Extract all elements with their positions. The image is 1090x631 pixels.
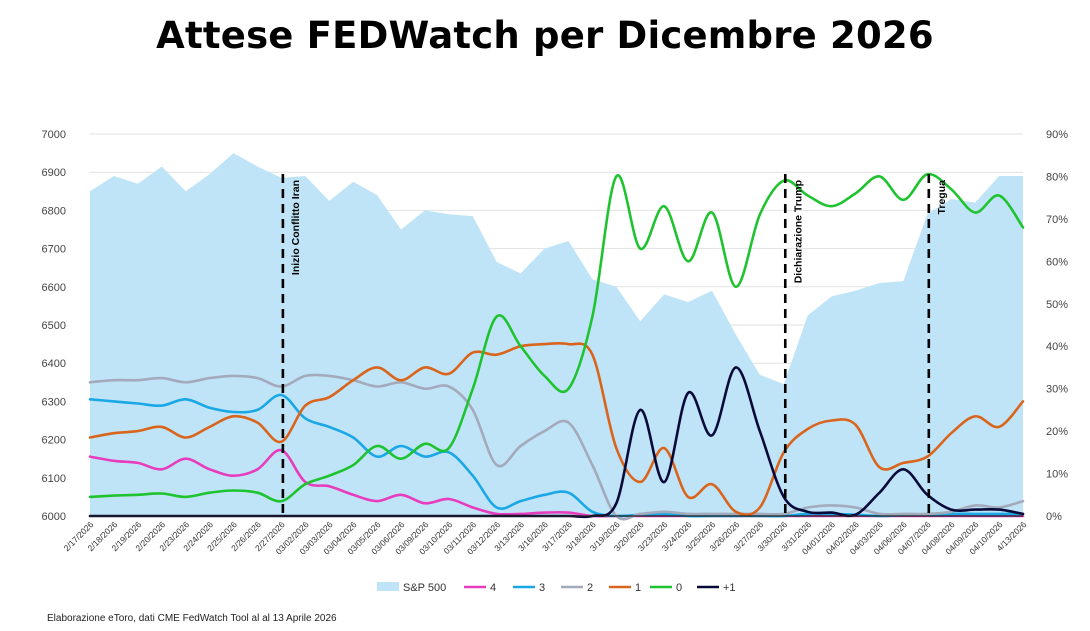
- y-left-tick: 6400: [42, 358, 66, 370]
- event-label: Dichiarazione Trump: [792, 180, 804, 283]
- legend: S&P 500 4 3 2 1 0 +1: [377, 582, 736, 594]
- y-right-tick: 20%: [1046, 426, 1068, 438]
- legend-label: 0: [676, 582, 682, 594]
- legend-swatch: [377, 582, 399, 591]
- y-right-tick: 40%: [1046, 341, 1068, 353]
- y-right-tick: 90%: [1046, 129, 1068, 141]
- y-right-tick: 80%: [1046, 171, 1068, 183]
- y-right-tick: 50%: [1046, 299, 1068, 311]
- legend-label: +1: [723, 582, 736, 594]
- y-right-tick: 0%: [1046, 511, 1062, 523]
- y-right-tick: 70%: [1046, 214, 1068, 226]
- legend-label: 2: [587, 582, 593, 594]
- event-label: Tregua: [936, 180, 948, 215]
- y-left-tick: 6900: [42, 167, 66, 179]
- event-label: Inizio Conflitto Iran: [290, 180, 302, 275]
- y-left-tick: 6300: [42, 396, 66, 408]
- y-right-tick: 30%: [1046, 384, 1068, 396]
- y-left-tick: 6800: [42, 205, 66, 217]
- legend-label: 4: [490, 582, 496, 594]
- source-note: Elaborazione eToro, dati CME FedWatch To…: [47, 613, 337, 624]
- y-right-tick: 60%: [1046, 256, 1068, 268]
- series-line-2: [88, 373, 1025, 521]
- y-left-tick: 6500: [42, 320, 66, 332]
- sp500-area: [90, 153, 1023, 516]
- legend-label: 1: [635, 582, 641, 594]
- sp500-area-group: [90, 153, 1023, 516]
- y-left-tick: 6200: [42, 435, 66, 447]
- event-markers-group: Inizio Conflitto Iran Dichiarazione Trump…: [281, 174, 948, 516]
- y-left-tick: 6100: [42, 473, 66, 485]
- y-left-tick: 6600: [42, 282, 66, 294]
- chart-title: Attese FEDWatch per Dicembre 2026: [156, 14, 934, 57]
- y-left-tick: 6000: [42, 511, 66, 523]
- series-line-0: [88, 172, 1025, 503]
- y-left-tick: 6700: [42, 244, 66, 256]
- y-left-tick: 7000: [42, 129, 66, 141]
- legend-label: S&P 500: [403, 582, 446, 594]
- series-line-1: [88, 341, 1025, 517]
- legend-label: 3: [539, 582, 545, 594]
- y-right-tick: 10%: [1046, 469, 1068, 481]
